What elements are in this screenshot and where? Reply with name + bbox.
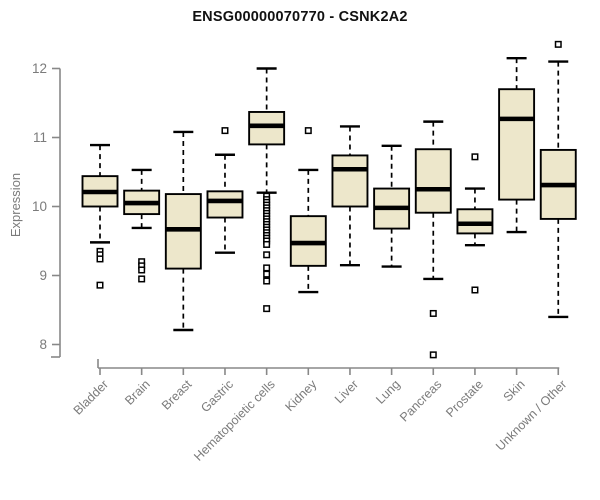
outlier-point-brain [138, 275, 146, 283]
outlier-point-unknown-other [554, 40, 562, 48]
box-skin [498, 88, 536, 201]
outlier-point-hematopoietic-cells [263, 240, 271, 248]
outlier-point-gastric [221, 127, 229, 135]
chart-title: ENSG00000070770 - CSNK2A2 [192, 9, 408, 25]
box-gastric [206, 190, 244, 219]
x-tick-label-gastric: Gastric [198, 377, 236, 415]
outlier-point-bladder [96, 255, 104, 263]
outlier-point-prostate [471, 286, 479, 294]
x-tick-label-pancreas: Pancreas [397, 377, 444, 424]
x-tick-label-brain: Brain [122, 377, 153, 408]
outlier-point-prostate [471, 153, 479, 161]
outlier-point-hematopoietic-cells [263, 251, 271, 259]
outlier-point-hematopoietic-cells [263, 305, 271, 313]
box-prostate [456, 208, 494, 235]
outlier-point-pancreas [429, 309, 437, 317]
outlier-point-hematopoietic-cells [263, 277, 271, 285]
y-tick-label: 11 [33, 130, 47, 145]
outlier-point-hematopoietic-cells [263, 264, 271, 272]
x-tick-label-skin: Skin [501, 377, 528, 404]
x-tick-label-kidney: Kidney [282, 377, 319, 414]
x-tick-label-breast: Breast [159, 377, 195, 413]
x-tick-label-unknown-other: Unknown / Other [493, 377, 569, 453]
box-pancreas [414, 148, 452, 214]
outlier-point-brain [138, 266, 146, 274]
outlier-point-kidney [304, 127, 312, 135]
y-tick-label: 9 [39, 268, 47, 283]
y-tick-label: 12 [32, 61, 47, 76]
box-liver [331, 154, 369, 208]
outlier-point-pancreas [429, 351, 437, 359]
outlier-point-hematopoietic-cells [263, 270, 271, 278]
x-tick-label-lung: Lung [373, 377, 403, 407]
x-tick-label-prostate: Prostate [443, 377, 486, 420]
y-tick-label: 8 [39, 337, 47, 352]
x-tick-label-bladder: Bladder [71, 377, 111, 417]
outlier-point-bladder [96, 281, 104, 289]
box-hematopoietic-cells [248, 111, 286, 146]
x-tick-label-hematopoietic-cells: Hematopoietic cells [191, 377, 278, 464]
y-tick-label: 10 [32, 199, 47, 214]
x-tick-label-liver: Liver [332, 377, 361, 406]
